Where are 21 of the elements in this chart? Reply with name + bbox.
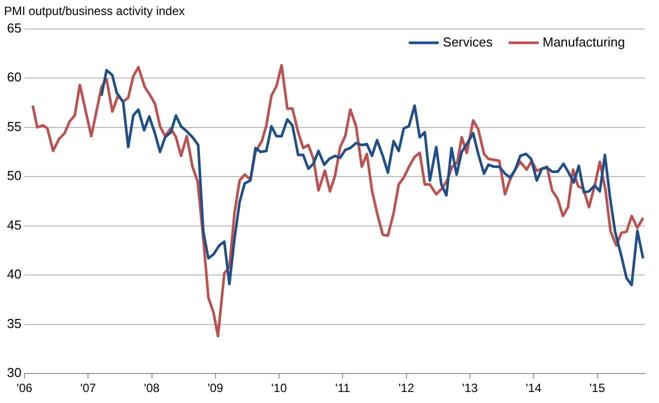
- y-tick-label: 30: [6, 365, 22, 380]
- x-tick-label: '11: [335, 381, 350, 396]
- y-tick-label: 60: [6, 70, 22, 85]
- x-tick-label: '09: [208, 381, 224, 396]
- x-tick-label: '07: [80, 381, 96, 396]
- x-tick-label: '15: [589, 381, 606, 396]
- x-tick-label: '14: [526, 381, 542, 396]
- x-tick-label: '10: [271, 381, 288, 396]
- y-tick-label: 50: [6, 168, 22, 184]
- y-tick-label: 65: [6, 20, 22, 36]
- legend-label: Manufacturing: [542, 34, 626, 50]
- y-tick-label: 45: [6, 217, 22, 232]
- chart-title: PMI output/business activity index: [4, 4, 185, 18]
- x-tick-label: '08: [144, 381, 160, 396]
- y-tick-label: 40: [6, 266, 22, 282]
- y-tick-label: 35: [6, 316, 22, 331]
- x-tick-label: '06: [16, 381, 33, 396]
- y-tick-label: 55: [6, 118, 22, 134]
- x-tick-label: '13: [462, 381, 478, 396]
- legend-label: Services: [442, 34, 494, 50]
- x-tick-label: '12: [398, 381, 414, 396]
